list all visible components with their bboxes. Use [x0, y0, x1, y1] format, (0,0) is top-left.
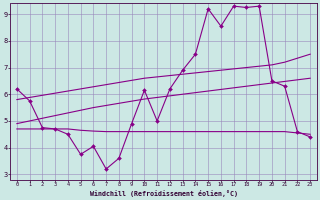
X-axis label: Windchill (Refroidissement éolien,°C): Windchill (Refroidissement éolien,°C)	[90, 190, 237, 197]
